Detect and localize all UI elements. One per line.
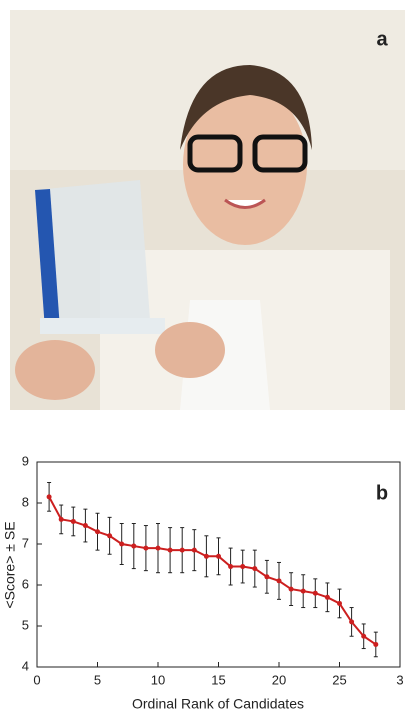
point [131, 544, 136, 549]
x-tick-label: 25 [332, 672, 346, 687]
point [252, 566, 257, 571]
page: a b Ordinal Rank of Candidates <Score> ±… [0, 0, 405, 714]
x-tick-label: 15 [211, 672, 225, 687]
point [337, 601, 342, 606]
point [143, 546, 148, 551]
y-tick-label: 6 [22, 576, 29, 591]
point [313, 591, 318, 596]
photo: a [10, 10, 405, 410]
point [168, 548, 173, 553]
point [264, 574, 269, 579]
point [119, 542, 124, 547]
point [373, 642, 378, 647]
hand-right [155, 322, 225, 378]
point [180, 548, 185, 553]
y-tick-label: 7 [22, 535, 29, 550]
point [83, 523, 88, 528]
point [192, 548, 197, 553]
point [301, 589, 306, 594]
figure: a b Ordinal Rank of Candidates <Score> ±… [0, 0, 405, 714]
point [95, 529, 100, 534]
x-tick-label: 5 [94, 672, 101, 687]
award-base [40, 318, 165, 334]
panel-label: b [376, 482, 388, 504]
y-tick-label: 5 [22, 617, 29, 632]
point [47, 494, 52, 499]
point [361, 634, 366, 639]
point [156, 546, 161, 551]
x-axis-label: Ordinal Rank of Candidates [132, 696, 304, 712]
y-tick-label: 4 [22, 658, 29, 673]
point [325, 595, 330, 600]
y-tick-label: 9 [22, 453, 29, 468]
panel-label: a [376, 28, 388, 50]
x-tick-label: 20 [272, 672, 286, 687]
x-tick-label: 10 [151, 672, 165, 687]
hand-left [15, 340, 95, 400]
point [240, 564, 245, 569]
point [349, 619, 354, 624]
point [277, 578, 282, 583]
point [289, 587, 294, 592]
point [107, 533, 112, 538]
point [59, 517, 64, 522]
y-tick-label: 8 [22, 494, 29, 509]
point [228, 564, 233, 569]
x-tick-label: 0 [33, 672, 40, 687]
score-line [49, 497, 376, 645]
point [204, 554, 209, 559]
point [216, 554, 221, 559]
y-axis-label: <Score> ± SE [2, 521, 18, 608]
point [71, 519, 76, 524]
x-tick-label: 3 [396, 672, 403, 687]
